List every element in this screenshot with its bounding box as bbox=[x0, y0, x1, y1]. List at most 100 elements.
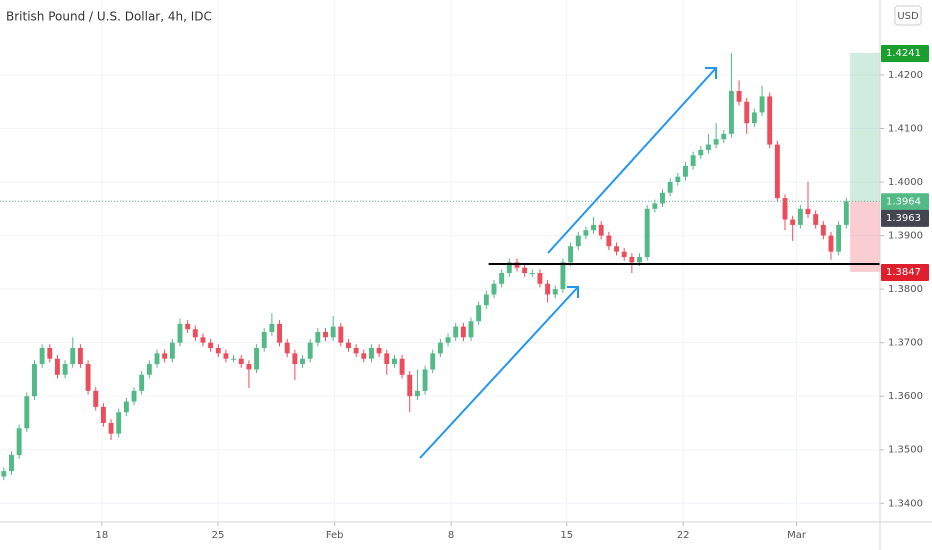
overlay-layer: 1.3400 1.3500 1.3600 1.3700 1.3800 1.3900 1.40… bbox=[0, 45, 931, 541]
target-label: 1.4241 bbox=[886, 48, 921, 59]
x-tick-label: Mar bbox=[787, 530, 807, 541]
candle-body bbox=[261, 331, 267, 348]
candle-body bbox=[690, 155, 696, 166]
candle-body bbox=[836, 224, 842, 252]
candle-body bbox=[790, 219, 796, 225]
currency[interactable]: USD bbox=[897, 11, 919, 22]
candle-body bbox=[1, 471, 7, 477]
candle-body bbox=[116, 412, 122, 434]
currency-button[interactable] bbox=[894, 5, 922, 26]
candle-body bbox=[782, 198, 788, 220]
target-label-box bbox=[881, 45, 929, 63]
candle-body bbox=[131, 390, 137, 402]
candle-body bbox=[414, 390, 420, 397]
background-layer bbox=[0, 0, 880, 522]
candle-body bbox=[529, 273, 535, 275]
candle-body bbox=[24, 396, 30, 429]
candle-body bbox=[437, 342, 443, 354]
candle-body bbox=[568, 246, 574, 263]
candle-body bbox=[652, 203, 658, 209]
candle-body bbox=[575, 235, 581, 247]
candle-body bbox=[751, 112, 757, 124]
candle-body bbox=[491, 283, 497, 295]
candle-body bbox=[820, 224, 826, 236]
candle-body bbox=[384, 353, 390, 365]
candle-body bbox=[54, 358, 60, 375]
candle-body bbox=[323, 331, 328, 338]
candle-body bbox=[407, 374, 413, 397]
candle-body bbox=[828, 235, 834, 252]
candle-body bbox=[361, 353, 367, 359]
candle-body bbox=[139, 374, 145, 391]
candle-body bbox=[713, 139, 719, 145]
arrow-head bbox=[705, 67, 717, 79]
candle-body bbox=[39, 348, 45, 365]
y-tick-label: 1.3800 bbox=[888, 284, 923, 295]
candle-body bbox=[307, 342, 313, 359]
candle-body bbox=[346, 342, 351, 348]
candle-body bbox=[399, 358, 405, 375]
candle-body bbox=[591, 224, 597, 231]
candle-body bbox=[721, 133, 727, 140]
bid-label-box bbox=[881, 209, 929, 227]
candle-body bbox=[9, 455, 14, 472]
candle-body bbox=[813, 214, 819, 225]
candle-body bbox=[338, 326, 344, 343]
candle-body bbox=[506, 262, 512, 274]
candle-body bbox=[476, 305, 482, 322]
last-price-label: 1.3964 bbox=[886, 196, 921, 207]
candle-body bbox=[552, 289, 558, 295]
arrows bbox=[419, 67, 717, 459]
candle-body bbox=[460, 326, 466, 338]
stop-label-box bbox=[881, 263, 929, 281]
candle-body bbox=[445, 337, 451, 343]
stop-label: 1.3847 bbox=[886, 267, 921, 278]
candle-body bbox=[705, 144, 711, 150]
candle-body bbox=[292, 353, 298, 365]
candle-body bbox=[736, 91, 742, 102]
x-tick-label: 15 bbox=[560, 530, 573, 541]
candle-body bbox=[215, 348, 221, 354]
x-tick-label: 25 bbox=[212, 530, 225, 541]
candle-body bbox=[177, 323, 183, 343]
arrow-head bbox=[567, 286, 579, 298]
candle-body bbox=[269, 323, 275, 332]
x-tick-label: Feb bbox=[326, 530, 344, 541]
candle-body bbox=[62, 364, 68, 375]
candle-body bbox=[100, 406, 106, 423]
candle-body bbox=[583, 230, 589, 236]
candle-body bbox=[70, 348, 76, 365]
candle-body bbox=[300, 358, 305, 365]
candle-body bbox=[621, 251, 627, 257]
target-zone bbox=[850, 53, 880, 202]
candle-body bbox=[598, 224, 604, 236]
candle-body bbox=[797, 208, 803, 225]
candle-body bbox=[728, 91, 734, 134]
candle-body bbox=[514, 262, 520, 268]
candle-body bbox=[468, 321, 474, 338]
candle-body bbox=[660, 192, 665, 204]
candle-body bbox=[376, 348, 382, 354]
candle-body bbox=[169, 342, 175, 359]
chart-title: British Pound / U.S. Dollar, 4h, IDC bbox=[6, 10, 212, 24]
y-tick-label: 1.3500 bbox=[888, 445, 923, 456]
arrow bbox=[419, 286, 579, 459]
candle-body bbox=[208, 342, 214, 348]
candle-body bbox=[154, 353, 160, 365]
candle-body bbox=[545, 283, 551, 295]
candle-body bbox=[146, 364, 152, 375]
candle-body bbox=[767, 96, 773, 145]
candle-body bbox=[254, 348, 260, 370]
candle-body bbox=[499, 273, 505, 284]
candle-body bbox=[16, 428, 22, 456]
candle-body bbox=[614, 246, 619, 252]
y-tick-label: 1.3400 bbox=[888, 498, 923, 509]
bid-label: 1.3963 bbox=[886, 213, 921, 224]
arrow bbox=[547, 67, 717, 254]
candle-body bbox=[108, 422, 114, 434]
candle-body bbox=[805, 208, 811, 215]
y-tick-label: 1.4000 bbox=[888, 177, 923, 188]
